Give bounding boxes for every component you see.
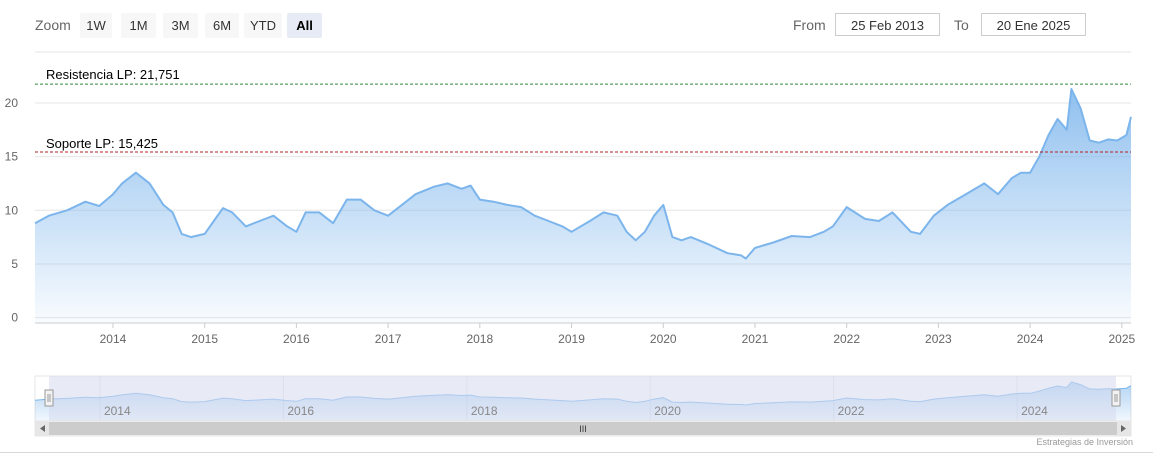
x-tick-label: 2018 bbox=[466, 332, 493, 346]
x-tick-label: 2023 bbox=[925, 332, 952, 346]
series-line bbox=[34, 88, 1132, 260]
y-axis: 0 5 10 15 20 bbox=[5, 96, 19, 325]
scroll-left-arrow-icon bbox=[40, 425, 45, 432]
scrollbar-thumb[interactable] bbox=[49, 422, 1117, 435]
navigator-tick-label: 2014 bbox=[104, 404, 131, 418]
scroll-right-arrow-icon bbox=[1121, 425, 1126, 432]
x-tick-label: 2024 bbox=[1017, 332, 1044, 346]
from-label: From bbox=[793, 17, 826, 33]
y-tick-label: 5 bbox=[11, 257, 18, 271]
navigator-tick-label: 2024 bbox=[1021, 404, 1048, 418]
navigator-tick-label: 2018 bbox=[471, 404, 498, 418]
zoom-6m-button[interactable]: 6M bbox=[205, 13, 239, 38]
bottom-divider bbox=[0, 452, 1153, 453]
x-tick-label: 2025 bbox=[1108, 332, 1135, 346]
to-date-input[interactable]: 20 Ene 2025 bbox=[981, 13, 1086, 36]
x-axis: 2014 2015 2016 2017 2018 2019 2020 2021 2022 2023… bbox=[100, 323, 1135, 346]
x-tick-label: 2017 bbox=[375, 332, 402, 346]
support-label: Soporte LP: 15,425 bbox=[46, 136, 158, 151]
navigator-tick-label: 2020 bbox=[654, 404, 681, 418]
x-tick-label: 2015 bbox=[191, 332, 218, 346]
y-tick-label: 20 bbox=[5, 96, 19, 110]
chart-credit: Estrategias de Inversión bbox=[1036, 437, 1133, 447]
scrollbar[interactable]: III bbox=[34, 420, 1132, 437]
navigator[interactable]: 2014 2016 2018 2020 2022 2024 bbox=[34, 375, 1132, 422]
zoom-3m-button[interactable]: 3M bbox=[163, 13, 198, 38]
x-tick-label: 2016 bbox=[283, 332, 310, 346]
zoom-1w-button[interactable]: 1W bbox=[80, 13, 112, 38]
y-tick-label: 15 bbox=[5, 150, 19, 164]
x-tick-label: 2020 bbox=[650, 332, 677, 346]
x-tick-label: 2019 bbox=[558, 332, 585, 346]
navigator-tick-label: 2016 bbox=[287, 404, 314, 418]
zoom-1m-button[interactable]: 1M bbox=[121, 13, 156, 38]
series-area-fill bbox=[35, 89, 1131, 323]
to-label: To bbox=[954, 17, 969, 33]
navigator-selected-mask[interactable] bbox=[49, 376, 1116, 421]
zoom-all-button[interactable]: All bbox=[287, 13, 322, 38]
navigator-axis: 2014 2016 2018 2020 2022 2024 bbox=[104, 404, 1048, 418]
resistance-label: Resistencia LP: 21,751 bbox=[46, 67, 180, 82]
navigator-right-handle[interactable] bbox=[1111, 389, 1121, 407]
x-tick-label: 2021 bbox=[742, 332, 769, 346]
scrollbar-grip-icon: III bbox=[579, 424, 587, 434]
navigator-left-handle[interactable] bbox=[44, 389, 54, 407]
y-tick-label: 10 bbox=[5, 203, 19, 217]
y-tick-label: 0 bbox=[11, 311, 18, 325]
navigator-tick-label: 2022 bbox=[838, 404, 865, 418]
series-area bbox=[34, 88, 1132, 323]
x-tick-label: 2014 bbox=[100, 332, 127, 346]
zoom-label: Zoom bbox=[35, 17, 71, 33]
from-date-input[interactable]: 25 Feb 2013 bbox=[835, 13, 940, 36]
x-tick-label: 2022 bbox=[833, 332, 860, 346]
zoom-ytd-button[interactable]: YTD bbox=[244, 13, 282, 38]
